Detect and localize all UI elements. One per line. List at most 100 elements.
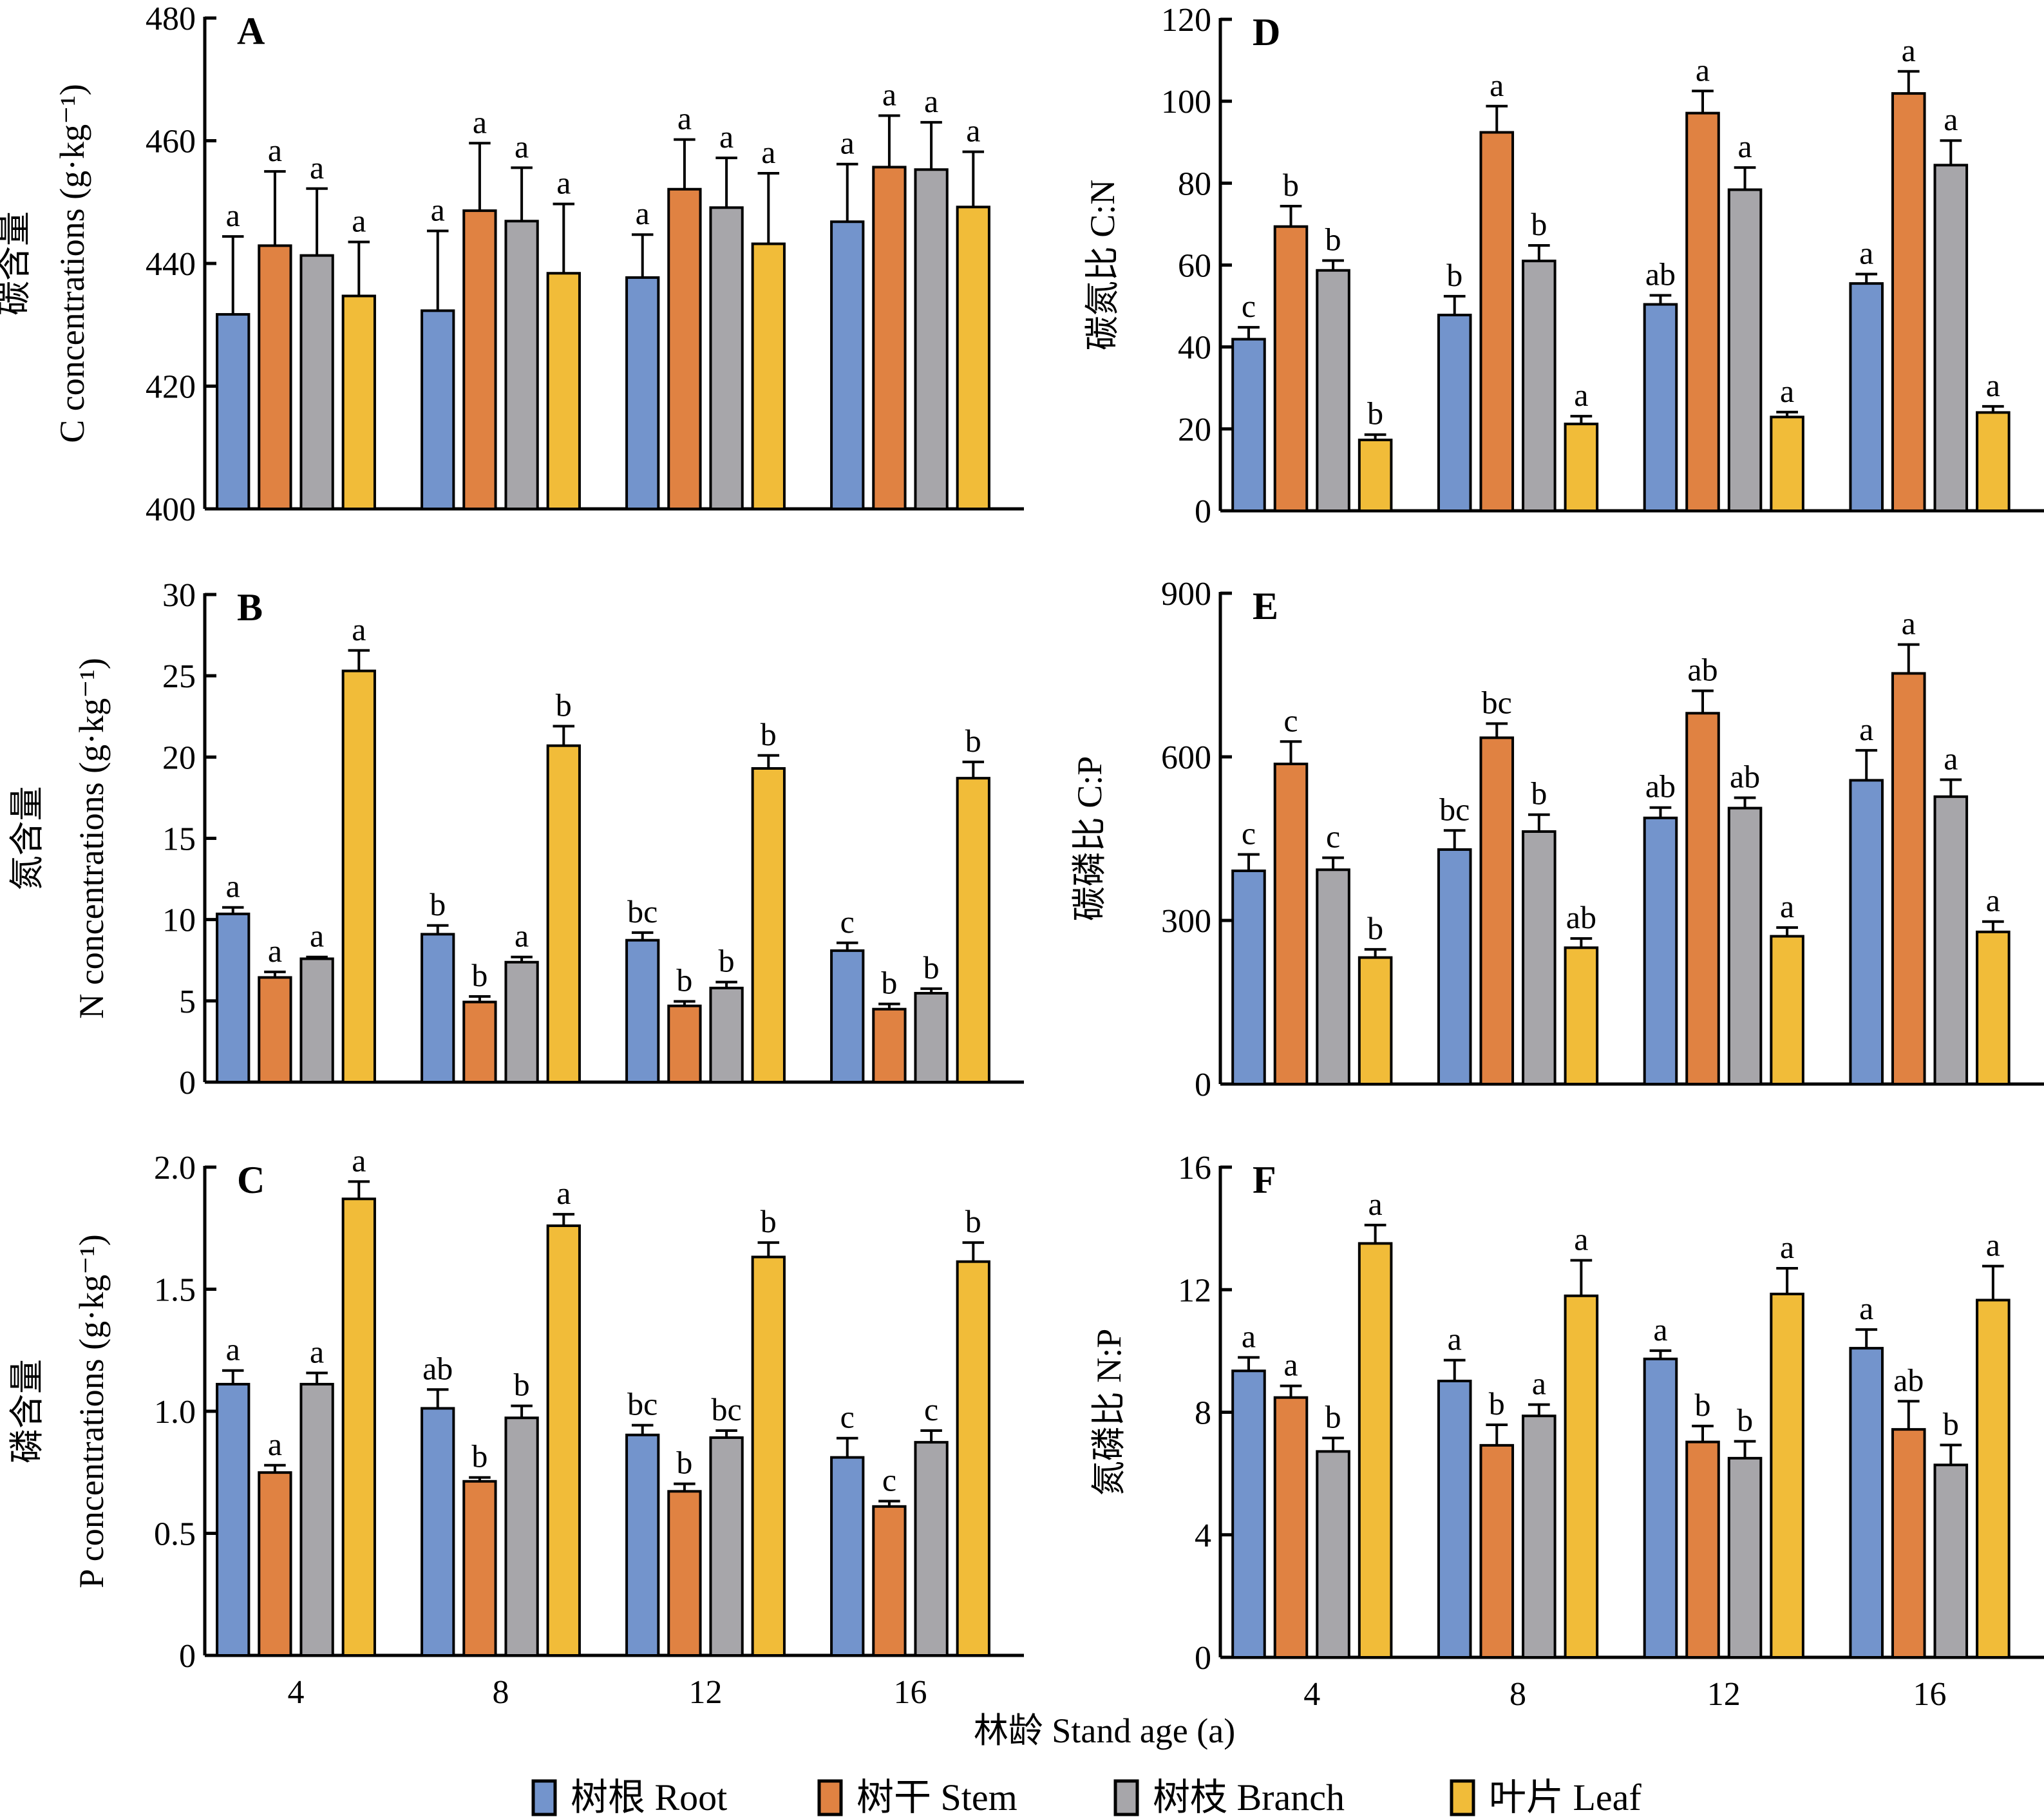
- significance-letter: a: [1986, 1227, 2000, 1263]
- significance-letter: ab: [1645, 768, 1676, 805]
- significance-letter: c: [1326, 819, 1340, 855]
- x-axis-title: 林龄 Stand age (a): [974, 1711, 1235, 1750]
- significance-letter: a: [1859, 234, 1873, 271]
- significance-letter: ab: [1893, 1362, 1924, 1398]
- significance-letter: b: [1943, 1405, 1959, 1442]
- bar: [1522, 1414, 1557, 1659]
- x-tick-label: 16: [894, 1674, 927, 1711]
- bar: [1564, 1294, 1599, 1659]
- significance-letter: a: [556, 1175, 571, 1211]
- bar: [625, 938, 660, 1084]
- y-tick-label: 5: [179, 984, 196, 1020]
- bar: [504, 1416, 539, 1657]
- bar: [1231, 869, 1266, 1086]
- bar: [1976, 930, 2011, 1086]
- significance-letter: b: [1695, 1387, 1711, 1423]
- significance-letter: a: [636, 195, 650, 231]
- bar: [709, 986, 744, 1084]
- y-tick-label: 900: [1161, 576, 1211, 613]
- bar: [421, 309, 455, 510]
- bar: [956, 205, 990, 510]
- significance-letter: a: [310, 918, 324, 954]
- bar: [1891, 92, 1926, 513]
- y-tick-label: 25: [162, 658, 196, 695]
- bar: [830, 1456, 865, 1657]
- significance-letter: b: [761, 716, 777, 752]
- legend-label: 树枝 Branch: [1153, 1776, 1345, 1818]
- significance-letter: b: [676, 962, 692, 998]
- significance-letter: c: [840, 904, 855, 940]
- bar: [709, 1436, 744, 1657]
- bar: [709, 206, 744, 510]
- significance-letter: a: [882, 76, 896, 112]
- significance-letter: c: [1242, 288, 1256, 324]
- significance-letter: b: [1367, 910, 1383, 946]
- y-axis-title-cn: 氮含量: [8, 786, 46, 891]
- y-tick-label: 20: [162, 739, 196, 776]
- bar: [1643, 1357, 1678, 1659]
- significance-letter: a: [1944, 741, 1958, 777]
- bar: [1976, 1299, 2011, 1659]
- bar: [216, 912, 251, 1083]
- bar: [1727, 1456, 1763, 1659]
- panel-letter: B: [237, 586, 263, 629]
- bar: [421, 1407, 455, 1657]
- significance-letter: b: [1531, 206, 1547, 242]
- significance-letter: bc: [1482, 684, 1512, 720]
- bar: [872, 166, 907, 510]
- y-tick-label: 0: [179, 1065, 196, 1101]
- significance-letter: c: [882, 1462, 896, 1498]
- significance-letter: ab: [1566, 899, 1596, 935]
- significance-letter: b: [923, 949, 940, 986]
- bar: [546, 1224, 581, 1657]
- y-axis-title: 碳氮比 C:N: [1083, 180, 1122, 351]
- y-tick-label: 60: [1178, 248, 1211, 285]
- bar: [1479, 1443, 1515, 1659]
- bar: [872, 1007, 907, 1084]
- bar: [1849, 282, 1884, 512]
- y-tick-label: 0.5: [154, 1516, 196, 1553]
- x-tick-label: 4: [1303, 1676, 1320, 1713]
- significance-letter: a: [1737, 128, 1752, 164]
- y-tick-label: 0: [1195, 1640, 1211, 1677]
- bar: [914, 1441, 949, 1657]
- y-axis-title: N concentrations (g·kg⁻¹): [72, 658, 111, 1019]
- y-tick-label: 80: [1178, 166, 1211, 202]
- y-tick-label: 0: [179, 1638, 196, 1675]
- significance-letter: bc: [627, 1386, 658, 1422]
- y-axis-title-cn: 碳含量: [0, 211, 33, 316]
- y-tick-label: 420: [146, 369, 196, 406]
- significance-letter: b: [881, 965, 897, 1001]
- bar: [216, 313, 251, 510]
- bar: [751, 767, 786, 1084]
- y-axis-title: C concentrations (g·kg⁻¹): [53, 84, 91, 443]
- panel-letter: A: [237, 10, 265, 52]
- significance-letter: a: [352, 611, 366, 647]
- significance-letter: ab: [422, 1350, 453, 1386]
- y-tick-label: 460: [146, 124, 196, 160]
- bar: [1437, 848, 1472, 1086]
- bar: [1933, 1463, 1969, 1659]
- bar: [299, 1382, 334, 1657]
- bar: [1770, 1292, 1804, 1659]
- y-tick-label: 0: [1195, 1067, 1211, 1103]
- bar: [956, 1260, 990, 1657]
- significance-letter: a: [840, 125, 855, 161]
- y-tick-label: 0: [1195, 493, 1211, 530]
- panel-A: 400 420 440 460 480 A 碳含量 C concentrations (g·k…: [0, 1, 1024, 528]
- bar: [258, 1471, 292, 1657]
- bar: [1891, 672, 1926, 1085]
- bar: [1685, 111, 1720, 512]
- significance-letter: a: [431, 192, 445, 228]
- bar: [1564, 423, 1599, 512]
- x-tick-label: 12: [1707, 1676, 1741, 1713]
- bar: [504, 220, 539, 510]
- panel-letter: C: [237, 1159, 265, 1201]
- y-tick-label: 10: [162, 902, 196, 939]
- significance-letter: b: [965, 1203, 981, 1239]
- bar: [625, 1433, 660, 1657]
- significance-letter: b: [1283, 167, 1299, 203]
- y-tick-label: 30: [162, 577, 196, 614]
